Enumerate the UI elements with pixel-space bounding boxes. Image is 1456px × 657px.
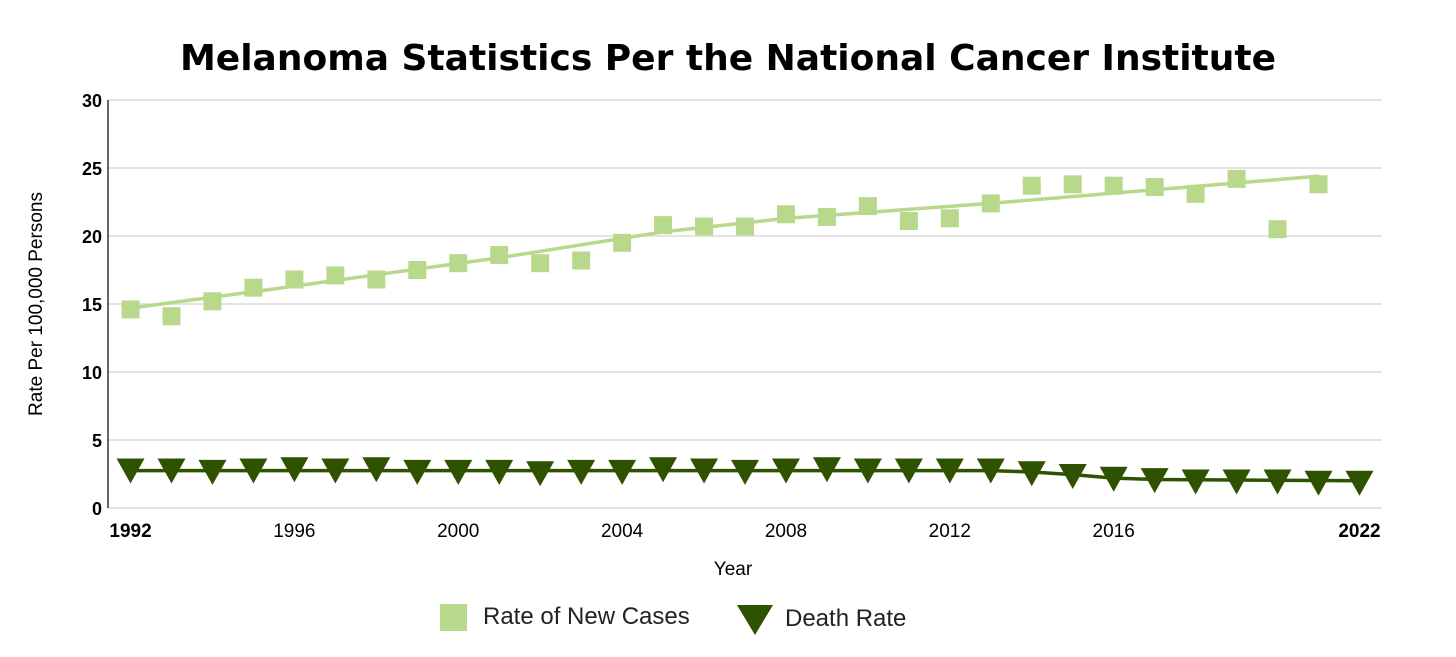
y-tick-label: 5 [92, 431, 102, 451]
data-point-new-cases [817, 207, 836, 226]
data-point-death-rate [1181, 469, 1210, 495]
x-tick-label: 1992 [109, 521, 151, 542]
data-point-death-rate [444, 459, 473, 485]
data-point-new-cases [408, 261, 427, 279]
data-point-death-rate [935, 458, 964, 484]
data-point-new-cases [981, 194, 1000, 213]
data-point-new-cases [1145, 178, 1164, 197]
data-point-death-rate [157, 458, 186, 484]
data-point-new-cases [367, 270, 386, 289]
x-tick-label: 2016 [1093, 521, 1135, 542]
y-axis-label: Rate Per 100,000 Persons [26, 192, 47, 416]
data-point-death-rate [771, 458, 800, 484]
data-point-new-cases [531, 254, 550, 273]
y-tick-label: 10 [82, 363, 102, 383]
data-point-death-rate [321, 458, 350, 484]
data-point-death-rate [1304, 470, 1333, 496]
data-point-new-cases [899, 212, 918, 231]
data-point-new-cases [1063, 175, 1082, 194]
square-marker-icon [440, 603, 467, 631]
data-point-new-cases [1022, 176, 1041, 195]
data-point-new-cases [776, 205, 795, 224]
data-point-death-rate [976, 458, 1005, 484]
data-point-death-rate [1345, 470, 1374, 496]
triangle-marker-icon [737, 605, 773, 635]
data-point-death-rate [731, 459, 759, 485]
data-point-new-cases [613, 233, 632, 252]
data-point-death-rate [1099, 466, 1128, 492]
data-point-new-cases [1309, 175, 1328, 194]
data-point-death-rate [280, 457, 309, 483]
data-point-death-rate [1140, 468, 1169, 494]
y-tick-label: 15 [82, 295, 102, 315]
data-point-new-cases [940, 209, 959, 228]
data-point-new-cases [654, 216, 673, 235]
trend-line [130, 174, 1319, 310]
legend-item-death-rate: Death Rate [737, 603, 906, 635]
data-point-death-rate [1058, 464, 1087, 489]
data-point-death-rate [690, 458, 719, 484]
data-point-new-cases [326, 266, 345, 285]
legend-label: Rate of New Cases [483, 603, 690, 630]
data-point-new-cases [203, 292, 222, 311]
data-point-new-cases [858, 197, 877, 216]
x-tick-label: 1996 [273, 521, 315, 542]
data-point-new-cases [121, 300, 140, 319]
y-tick-label: 25 [82, 159, 102, 179]
y-tick-label: 30 [82, 91, 102, 111]
data-point-death-rate [1017, 461, 1046, 487]
data-point-death-rate [567, 459, 596, 485]
data-point-death-rate [116, 458, 145, 484]
data-point-new-cases [449, 254, 468, 273]
legend-item-new-cases: Rate of New Cases [440, 603, 690, 631]
x-axis-label: Year [714, 559, 753, 580]
x-tick-label: 2008 [765, 521, 807, 542]
data-point-new-cases [1186, 184, 1205, 203]
data-point-death-rate [239, 458, 268, 484]
data-point-new-cases [1104, 176, 1123, 195]
y-tick-label: 0 [92, 499, 102, 519]
data-point-death-rate [608, 459, 637, 485]
chart-title: Melanoma Statistics Per the National Can… [179, 38, 1277, 79]
data-point-death-rate [526, 461, 555, 487]
data-point-new-cases [1268, 220, 1287, 239]
data-point-new-cases [490, 246, 509, 265]
data-point-new-cases [244, 278, 263, 297]
data-point-death-rate [1263, 469, 1292, 495]
x-tick-label: 2022 [1338, 521, 1380, 542]
x-tick-label: 2000 [437, 521, 479, 542]
data-point-death-rate [362, 457, 391, 483]
data-point-new-cases [736, 217, 754, 236]
data-point-death-rate [853, 458, 882, 484]
x-tick-label: 2004 [601, 521, 644, 542]
data-point-death-rate [812, 457, 841, 483]
data-point-death-rate [1222, 469, 1251, 495]
data-point-new-cases [285, 270, 304, 289]
data-point-new-cases [1227, 169, 1246, 188]
data-point-death-rate [894, 458, 923, 484]
data-point-death-rate [649, 457, 678, 483]
data-point-new-cases [572, 251, 591, 270]
data-point-death-rate [198, 459, 227, 485]
x-tick-label: 2012 [929, 521, 971, 542]
data-point-new-cases [162, 307, 181, 326]
y-tick-label: 20 [82, 227, 102, 247]
legend-label: Death Rate [785, 605, 907, 632]
data-point-death-rate [485, 459, 514, 485]
data-point-new-cases [695, 217, 714, 236]
data-point-death-rate [403, 459, 432, 485]
